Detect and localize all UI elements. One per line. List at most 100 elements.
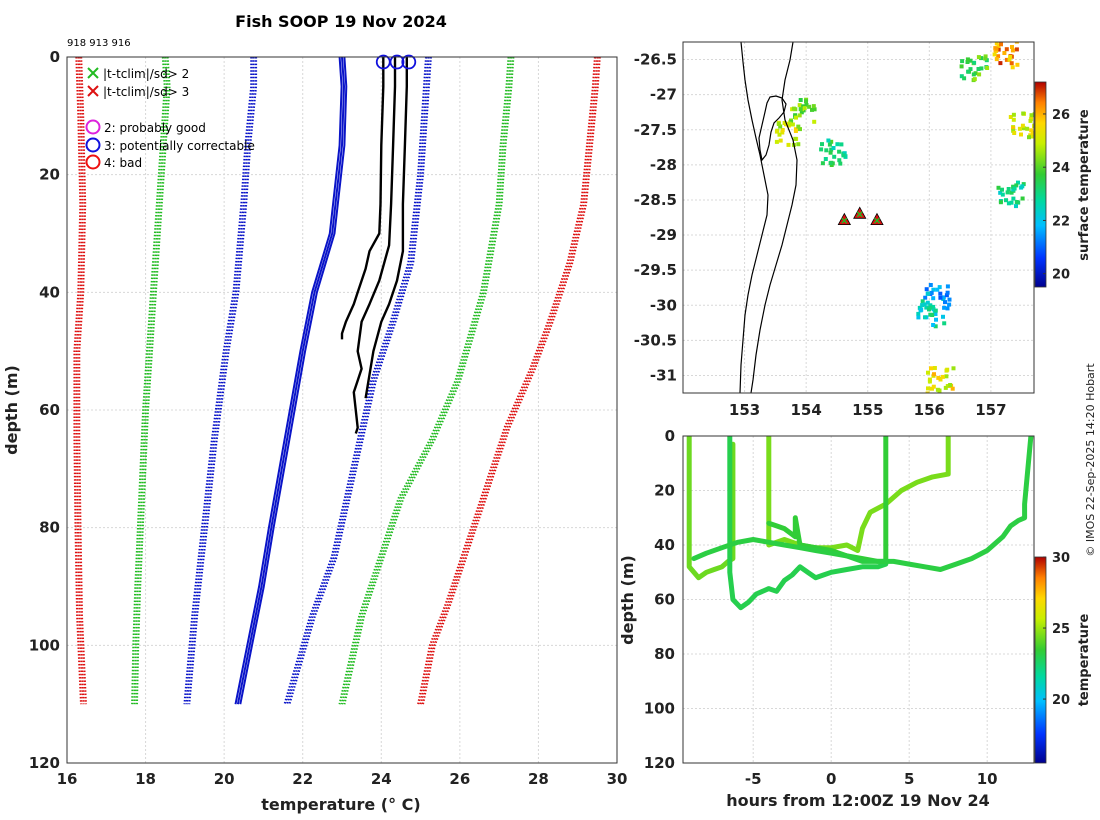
cruise-ids: 918 913 916 [67,38,131,49]
sst-pixel [1000,192,1005,197]
sst-pixel [944,374,949,379]
sst-colorbar-tick-label: 20 [1052,268,1070,283]
sst-pixel [828,161,833,166]
profile-series-line [239,57,348,705]
sst-pixel [998,200,1003,205]
sst-pixel [1014,204,1018,209]
red-circle-marker-icon [85,154,101,170]
profile-series-line [73,57,83,705]
sst-colorbar-tick-label: 24 [1052,161,1070,176]
sst-pixel [837,158,842,163]
sst-pixel [983,54,988,59]
profile-xtick-label: 16 [57,770,78,788]
sst-pixel [971,72,976,77]
sst-pixel [1010,48,1015,53]
sst-pixel [936,375,941,380]
profile-xtick-label: 28 [528,770,549,788]
sst-colorbar-tick-label: 26 [1052,108,1070,123]
sst-pixel [926,386,930,391]
timedepth-xtick-label: -5 [745,770,762,788]
sst-pixel [837,149,842,154]
sst-pixel [1012,186,1017,191]
sst-pixel [924,287,929,292]
sst-pixel [996,47,1001,52]
sst-pixel [977,72,982,77]
sst-pixel [916,311,921,316]
profile-panel: Fish SOOP 19 Nov 2024 918 913 916 16 18 20… [2,12,627,814]
profile-ytick-label: 60 [39,401,60,419]
map-ticks: 153 154 155 156 157 -26.5 -27 -27.5 -28 -28.5 -29 -… [634,51,1007,419]
profile-series-line [340,57,385,340]
timedepth-ytick-label: 20 [654,482,675,500]
temp-colorbar-label: temperature [1077,614,1092,707]
sst-colorbar-ticks: 20 22 24 26 [1043,108,1070,283]
profile-ylabel: depth (m) [2,365,21,455]
sst-pixel [959,74,964,79]
profile-series-line [288,57,432,705]
sst-pixel [1006,187,1011,191]
sst-pixel [835,142,840,147]
sst-pixel [1020,123,1025,128]
profile-series-line [285,57,430,705]
sst-pixel [1007,57,1012,62]
sst-pixel [979,56,984,61]
sst-pixel [1011,126,1016,131]
sst-pixel [972,77,977,82]
map-ytick-label: -28 [650,156,677,174]
sst-pixel [926,291,931,296]
map-xtick-label: 153 [729,401,760,419]
sst-pixel [925,300,930,305]
legend-item-0: |t-tclim|/sd> 2 [87,67,189,81]
sst-pixel [1027,135,1031,140]
sst-pixel [824,148,829,153]
map-ytick-label: -27.5 [634,121,677,139]
temp-colorbar [1034,556,1047,764]
timedepth-ytick-label: 0 [665,427,675,445]
sst-pixel [1029,113,1034,118]
sst-pixel [998,190,1003,195]
sst-pixel [1021,111,1026,116]
legend-label-0: |t-tclim|/sd> 2 [103,67,189,81]
sst-pixel [950,386,955,391]
sst-pixel [797,103,802,108]
sst-pixel [831,146,836,150]
sst-pixel [960,59,965,64]
sst-pixel [994,57,999,62]
sst-pixel [951,366,956,371]
sst-pixel [1029,128,1034,133]
sst-pixel [1032,124,1034,129]
profile-flag-marker [389,54,405,70]
sst-pixel [841,153,846,158]
sst-pixel [798,127,802,132]
sst-pixel [1021,126,1026,131]
sst-pixel [994,42,999,46]
profile-series-line [78,57,87,705]
profile-ytick-label: 80 [39,519,60,537]
profile-xtick-label: 24 [371,770,392,788]
profile-series-line [343,57,515,705]
timedepth-xtick-label: 0 [826,770,836,788]
station-triangle-marker [870,212,884,226]
timedepth-track [691,436,1034,572]
sst-pixel [1011,128,1016,133]
sst-colorbar [1034,81,1047,288]
map-ytick-label: -27 [650,86,677,104]
sst-pixel [965,60,970,64]
profile-series-line [135,57,171,705]
sst-pixel [928,305,933,310]
map-colorbar: 20 22 24 26 surface temperature [1034,81,1092,288]
sst-pixel [1019,132,1023,137]
sst-pixel [943,300,947,305]
sst-pixel [798,107,803,112]
sst-pixel [807,104,812,109]
green-x-marker-icon [87,67,99,79]
sst-pixel [926,370,930,375]
sst-pixel [985,66,990,70]
sst-pixel [931,296,936,301]
sst-pixel [1020,196,1025,201]
sst-pixel [947,302,952,307]
sst-pixel [996,185,1001,190]
legend-label-3: 3: potentially correctable [104,139,255,153]
sst-pixel [929,366,933,371]
